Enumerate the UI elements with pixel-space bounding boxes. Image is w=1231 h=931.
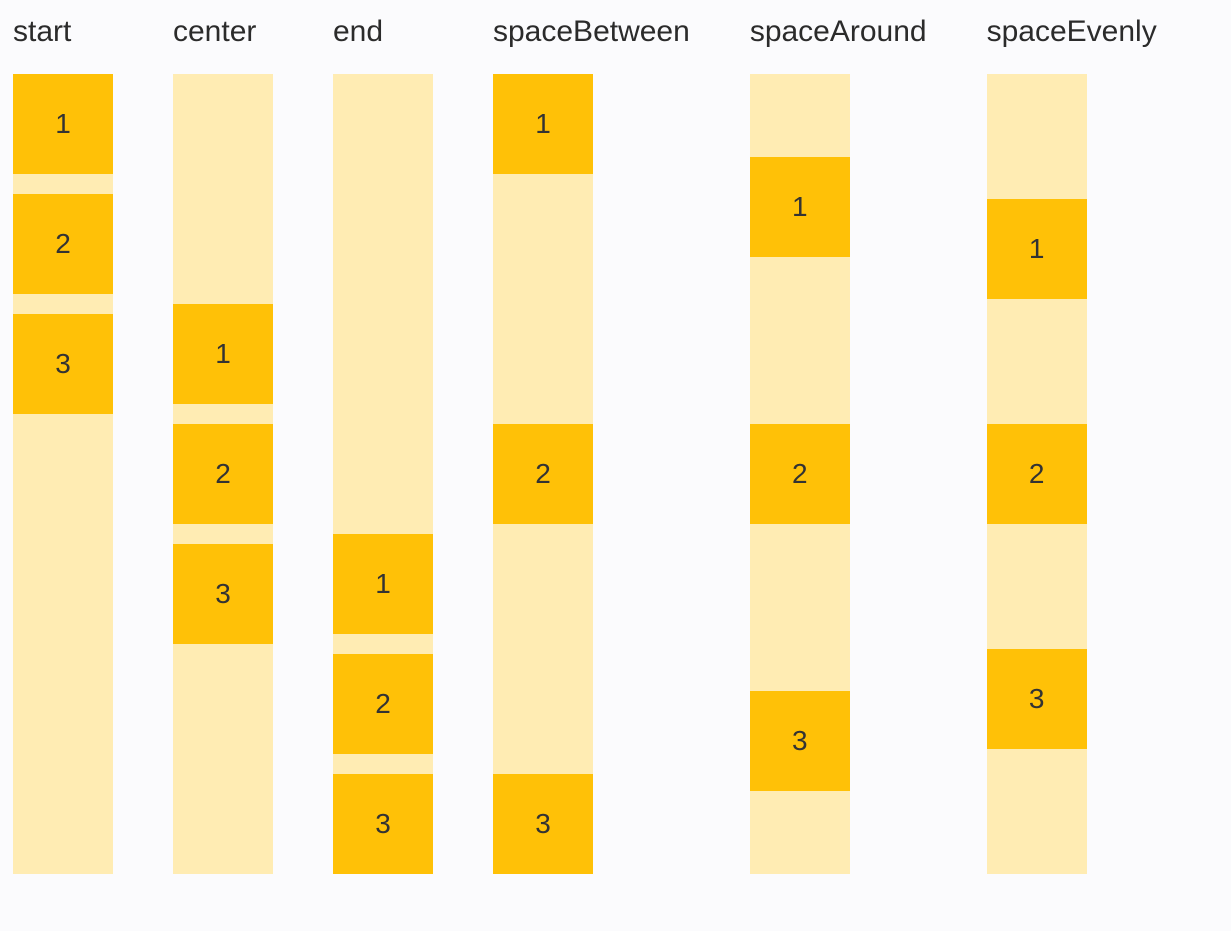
flex-item: 2 <box>493 424 593 524</box>
flex-item: 3 <box>986 649 1087 749</box>
alignment-label: center <box>173 15 257 48</box>
flex-column-spaceBetween: 1 2 3 <box>493 74 593 874</box>
alignment-label: spaceBetween <box>493 15 690 48</box>
flex-item: 2 <box>986 424 1087 524</box>
flex-item: 1 <box>493 74 593 174</box>
flex-item: 3 <box>13 314 113 414</box>
flex-item: 3 <box>493 774 593 874</box>
alignment-label: spaceEvenly <box>986 15 1157 48</box>
alignment-group-spaceAround: spaceAround 1 2 3 <box>749 12 927 874</box>
alignment-group-start: start 1 2 3 <box>13 12 113 874</box>
flex-item: 2 <box>13 194 113 294</box>
flex-item: 2 <box>173 424 273 524</box>
alignment-label: start <box>13 15 72 48</box>
flex-column-spaceAround: 1 2 3 <box>749 74 850 874</box>
alignment-group-center: center 1 2 3 <box>173 12 273 874</box>
flex-column-end: 1 2 3 <box>333 74 433 874</box>
flex-column-start: 1 2 3 <box>13 74 113 874</box>
flex-item: 3 <box>333 774 433 874</box>
flex-column-spaceEvenly: 1 2 3 <box>986 74 1087 874</box>
flex-item: 1 <box>986 199 1087 299</box>
alignment-group-spaceEvenly: spaceEvenly 1 2 3 <box>986 12 1157 874</box>
flex-item: 1 <box>13 74 113 174</box>
flex-item: 3 <box>173 544 273 644</box>
flex-item: 3 <box>749 690 850 791</box>
alignment-label: spaceAround <box>749 15 927 48</box>
flex-item: 2 <box>333 654 433 754</box>
flex-item: 1 <box>333 534 433 634</box>
alignment-group-end: end 1 2 3 <box>333 12 433 874</box>
alignment-label: end <box>333 15 384 48</box>
flex-item: 1 <box>173 304 273 404</box>
flex-item: 2 <box>749 423 850 524</box>
flex-column-center: 1 2 3 <box>173 74 273 874</box>
flex-item: 1 <box>749 157 850 258</box>
alignment-group-spaceBetween: spaceBetween 1 2 3 <box>493 12 690 874</box>
justify-content-demo-row: start 1 2 3 center 1 2 3 end 1 2 3 space… <box>13 12 1231 874</box>
